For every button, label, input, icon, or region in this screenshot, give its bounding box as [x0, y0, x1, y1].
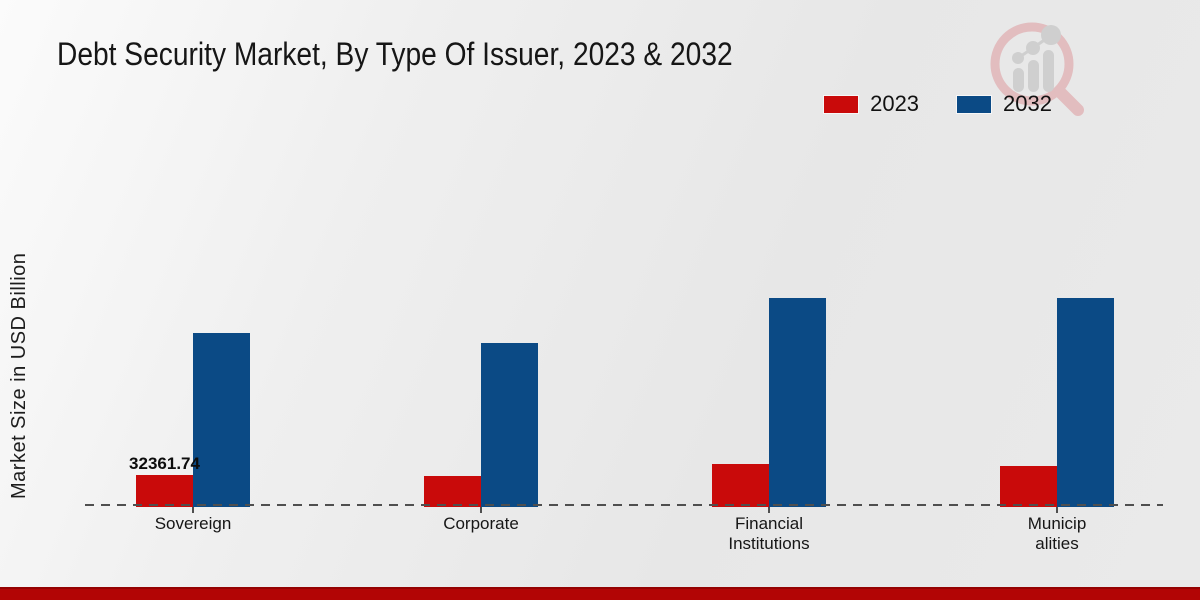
bar-2032-financial-institutions: [769, 298, 826, 507]
category-label-financial-institutions: Financial Institutions: [728, 514, 810, 553]
x-axis-tick: [1056, 507, 1058, 513]
x-axis-tick: [480, 507, 482, 513]
bar-2023-corporate: [424, 476, 481, 507]
x-axis-baseline: [85, 504, 1163, 506]
magnifier-chart-icon: [990, 22, 1084, 116]
legend-swatch-2023: [824, 95, 859, 113]
brand-magnifier-logo: [982, 14, 1086, 118]
legend-swatch-2032: [957, 95, 992, 113]
bar-2023-sovereign: [136, 475, 193, 507]
category-label-municipalities: Municip alities: [1027, 514, 1087, 553]
legend-label-2032: 2032: [1003, 91, 1052, 116]
x-axis-tick: [192, 507, 194, 513]
bar-2023-financial-institutions: [712, 464, 769, 507]
bottom-accent-strip: [0, 587, 1200, 600]
bar-value-label: 32361.74: [129, 454, 200, 473]
bar-2023-municipalities: [1000, 466, 1057, 507]
legend-item-2023: 2023: [824, 91, 919, 117]
x-axis-tick: [768, 507, 770, 513]
legend-label-2023: 2023: [870, 91, 920, 116]
bar-2032-corporate: [481, 343, 538, 507]
legend-item-2032: 2032: [957, 91, 1052, 117]
category-label-corporate: Corporate: [443, 514, 519, 533]
legend: 2023 2032: [824, 91, 1052, 117]
bar-2032-municipalities: [1057, 298, 1114, 507]
bar-2032-sovereign: [193, 333, 250, 507]
chart-title: Debt Security Market, By Type Of Issuer,…: [57, 36, 733, 72]
category-label-sovereign: Sovereign: [154, 514, 232, 533]
